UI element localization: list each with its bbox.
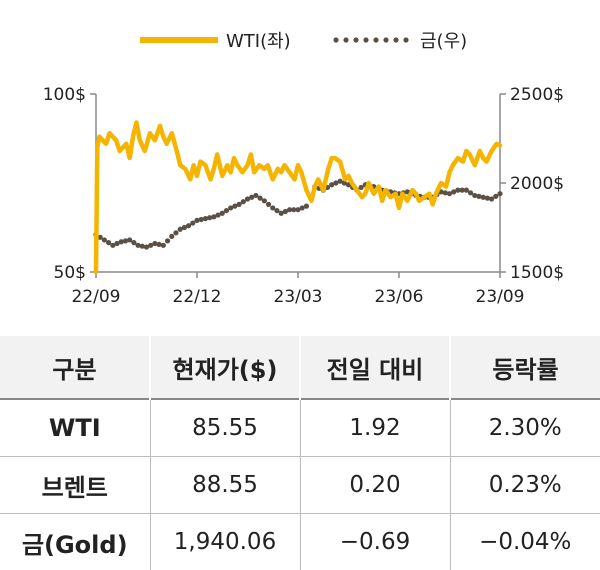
row-label: WTI — [0, 399, 150, 457]
legend-gold-swatch-dot — [373, 37, 378, 42]
plot-area — [93, 123, 502, 273]
legend-gold-swatch-dot — [403, 37, 408, 42]
x-tick-label: 22/09 — [72, 287, 121, 307]
x-tick-label: 23/09 — [476, 287, 525, 307]
current-price: 1,940.06 — [150, 514, 300, 570]
header-change: 전일 대비 — [300, 336, 450, 399]
gold-point — [173, 230, 178, 235]
wti-line — [96, 123, 500, 273]
right-tick-label: 2000$ — [510, 174, 564, 194]
price-table: 구분 현재가($) 전일 대비 등락률 WTI 85.55 1.92 2.30%… — [0, 336, 600, 570]
gold-point — [165, 238, 170, 243]
legend-gold-swatch-dot — [333, 37, 338, 42]
daily-change: 0.20 — [300, 457, 450, 514]
change-rate: −0.04% — [450, 514, 600, 570]
daily-change: −0.69 — [300, 514, 450, 570]
legend-gold-swatch-dot — [393, 37, 398, 42]
change-rate: 0.23% — [450, 457, 600, 514]
x-tick-label: 23/03 — [274, 287, 323, 307]
right-tick-label: 2500$ — [510, 85, 564, 105]
gold-point — [169, 234, 174, 239]
row-label: 브렌트 — [0, 457, 150, 514]
table-row-gold: 금(Gold) 1,940.06 −0.69 −0.04% — [0, 514, 600, 570]
header-current-price: 현재가($) — [150, 336, 300, 399]
price-chart: WTI(좌) 금(우) 100$ 50$ 2500$ 2000$ 1500$ 22/09 22… — [0, 0, 600, 330]
left-tick-label: 100$ — [43, 85, 86, 105]
left-tick-label: 50$ — [54, 263, 86, 283]
legend-gold-label: 금(우) — [420, 31, 467, 52]
header-change-rate: 등락률 — [450, 336, 600, 399]
right-tick-label: 1500$ — [510, 263, 564, 283]
table-row-wti: WTI 85.55 1.92 2.30% — [0, 399, 600, 457]
x-tick-label: 22/12 — [173, 287, 222, 307]
current-price: 88.55 — [150, 457, 300, 514]
table-header-row: 구분 현재가($) 전일 대비 등락률 — [0, 336, 600, 399]
legend-gold-swatch-dot — [363, 37, 368, 42]
legend-gold-swatch-dot — [383, 37, 388, 42]
row-label: 금(Gold) — [0, 514, 150, 570]
gold-point — [497, 191, 502, 196]
header-category: 구분 — [0, 336, 150, 399]
change-rate: 2.30% — [450, 399, 600, 457]
gold-point — [304, 204, 309, 209]
gold-point — [262, 198, 267, 203]
x-tick-label: 23/06 — [375, 287, 424, 307]
legend-gold-swatch-dot — [343, 37, 348, 42]
legend-gold-swatch-dot — [353, 37, 358, 42]
gold-point — [266, 202, 271, 207]
table-row-brent: 브렌트 88.55 0.20 0.23% — [0, 457, 600, 514]
daily-change: 1.92 — [300, 399, 450, 457]
gold-point — [161, 243, 166, 248]
legend: WTI(좌) 금(우) — [140, 31, 467, 52]
legend-wti-label: WTI(좌) — [226, 31, 291, 52]
current-price: 85.55 — [150, 399, 300, 457]
